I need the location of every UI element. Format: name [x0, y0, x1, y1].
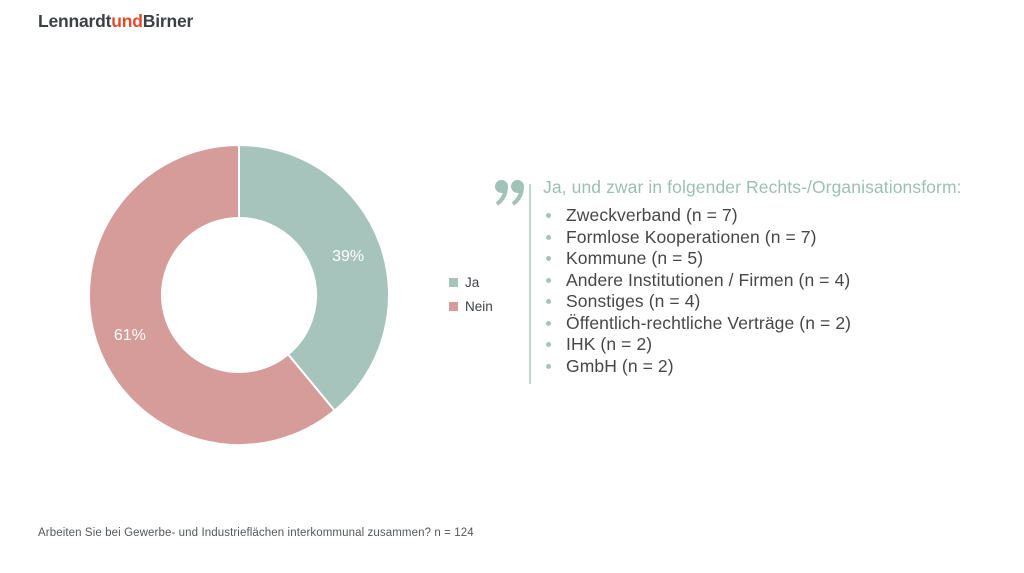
organization-list-item-label: IHK (n = 2) [566, 334, 653, 354]
organization-list-item: GmbH (n = 2) [543, 356, 1021, 378]
organization-list-item: Formlose Kooperationen (n = 7) [543, 227, 1021, 249]
survey-question: Arbeiten Sie bei Gewerbe- und Industrief… [38, 527, 474, 539]
donut-segment-nein [88, 144, 336, 446]
bullet-icon [546, 277, 551, 283]
donut-segment-ja [238, 144, 390, 412]
donut-chart: 39% 61% [88, 144, 390, 446]
organization-list: Zweckverband (n = 7) Formlose Kooperation… [543, 205, 1021, 377]
legend-item-nein: Nein [449, 294, 493, 318]
bullet-icon [546, 342, 551, 347]
quote-divider [529, 184, 531, 384]
organization-list-item: Öffentlich-rechtliche Verträge (n = 2) [543, 313, 1021, 335]
bullet-icon [546, 213, 551, 218]
quote-comma [495, 180, 508, 206]
legend-label: Nein [465, 298, 493, 314]
donut-segment-label: 61% [114, 327, 146, 344]
organization-list-item: Kommune (n = 5) [543, 248, 1021, 270]
legend-label: Ja [465, 274, 480, 290]
organization-list-item-label: Formlose Kooperationen (n = 7) [566, 226, 817, 247]
bullet-icon [546, 299, 551, 304]
organization-list-item-label: Öffentlich-rechtliche Verträge (n = 2) [566, 312, 852, 333]
organization-list-item-label: Sonstiges (n = 4) [566, 291, 701, 311]
organization-list-item: IHK (n = 2) [543, 334, 1021, 356]
brand-logo-part3: Birner [142, 11, 194, 31]
organization-list-item-label: Zweckverband (n = 7) [566, 205, 738, 225]
organization-list-item-label: Kommune (n = 5) [566, 248, 704, 268]
organization-list-item-label: GmbH (n = 2) [566, 355, 674, 376]
quote-icon [495, 180, 524, 206]
brand-logo: LennardtundBirner [38, 11, 193, 32]
legend-item-ja: Ja [449, 270, 493, 294]
bullet-icon [546, 363, 551, 369]
organization-list-item: Zweckverband (n = 7) [543, 205, 1021, 227]
brand-logo-part1: Lennardt [38, 11, 112, 31]
legend-swatch-icon [449, 277, 458, 287]
legend-swatch-icon [449, 301, 458, 311]
quote-title: Ja, und zwar in folgender Rechts-/Organi… [543, 177, 962, 197]
brand-logo-part2: und [111, 11, 143, 31]
organization-list-item-label: Andere Institutionen / Firmen (n = 4) [566, 269, 851, 290]
organization-list-item: Andere Institutionen / Firmen (n = 4) [543, 270, 1021, 292]
chart-legend: Ja Nein [449, 270, 493, 318]
quote-block: Ja, und zwar in folgender Rechts-/Organi… [543, 176, 1021, 377]
bullet-icon [546, 234, 551, 240]
bullet-icon [546, 320, 551, 326]
quote-comma [511, 180, 524, 206]
donut-segment-label: 39% [332, 248, 364, 265]
bullet-icon [546, 256, 551, 261]
organization-list-item: Sonstiges (n = 4) [543, 291, 1021, 313]
